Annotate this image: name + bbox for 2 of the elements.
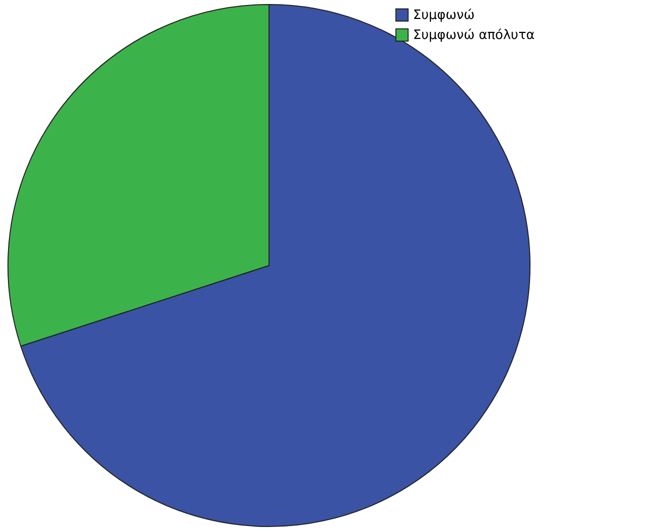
legend-label: Συμφωνώ (413, 8, 475, 23)
legend-label: Συμφωνώ απόλυτα (413, 28, 535, 43)
